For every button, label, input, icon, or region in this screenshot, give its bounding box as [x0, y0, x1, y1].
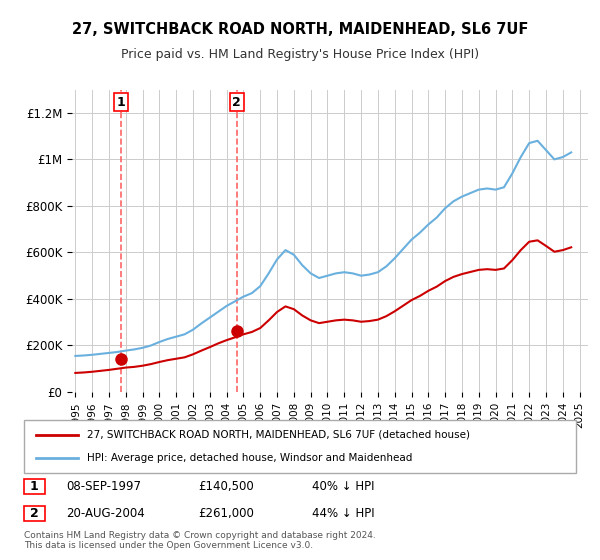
Text: Price paid vs. HM Land Registry's House Price Index (HPI): Price paid vs. HM Land Registry's House … [121, 48, 479, 60]
Text: £261,000: £261,000 [198, 507, 254, 520]
Text: 27, SWITCHBACK ROAD NORTH, MAIDENHEAD, SL6 7UF: 27, SWITCHBACK ROAD NORTH, MAIDENHEAD, S… [72, 22, 528, 38]
Text: Contains HM Land Registry data © Crown copyright and database right 2024.
This d: Contains HM Land Registry data © Crown c… [24, 530, 376, 550]
Text: 27, SWITCHBACK ROAD NORTH, MAIDENHEAD, SL6 7UF (detached house): 27, SWITCHBACK ROAD NORTH, MAIDENHEAD, S… [87, 430, 470, 440]
Text: £140,500: £140,500 [198, 480, 254, 493]
Text: 44% ↓ HPI: 44% ↓ HPI [312, 507, 374, 520]
Text: 20-AUG-2004: 20-AUG-2004 [66, 507, 145, 520]
Text: 2: 2 [232, 96, 241, 109]
Text: 1: 1 [116, 96, 125, 109]
Text: 2: 2 [30, 507, 38, 520]
Text: HPI: Average price, detached house, Windsor and Maidenhead: HPI: Average price, detached house, Wind… [87, 453, 412, 463]
Text: 1: 1 [30, 480, 38, 493]
Text: 08-SEP-1997: 08-SEP-1997 [66, 480, 141, 493]
Text: 40% ↓ HPI: 40% ↓ HPI [312, 480, 374, 493]
